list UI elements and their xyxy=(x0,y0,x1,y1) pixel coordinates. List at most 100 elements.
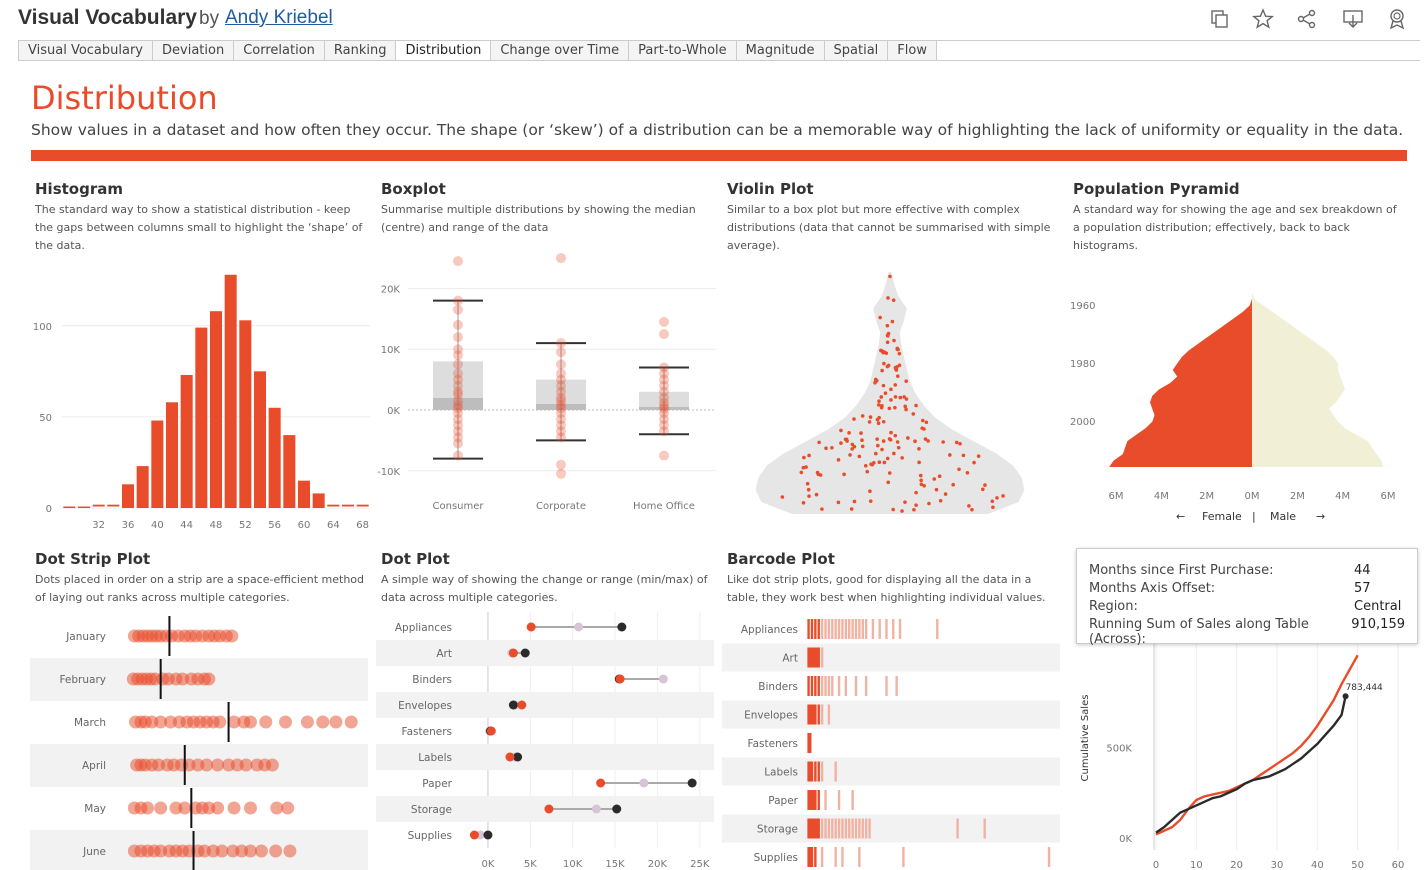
violin-dot xyxy=(957,467,961,472)
violin-dot xyxy=(958,441,962,446)
x-tick-label: 40 xyxy=(1311,860,1324,870)
share-icon[interactable] xyxy=(1296,8,1318,30)
barcode-tick xyxy=(812,818,815,839)
tab-visual-vocabulary[interactable]: Visual Vocabulary xyxy=(18,41,154,60)
boxplot-dot xyxy=(453,319,463,330)
barcode-tick xyxy=(841,847,844,867)
x-tick-label: 60 xyxy=(1392,860,1405,870)
violin-dot xyxy=(891,298,896,303)
copy-icon[interactable] xyxy=(1208,8,1230,30)
violin-dot xyxy=(889,398,893,402)
tab-part-to-whole[interactable]: Part-to-Whole xyxy=(629,41,737,60)
violin-dot xyxy=(883,391,888,396)
tab-spatial[interactable]: Spatial xyxy=(824,41,889,60)
star-icon[interactable] xyxy=(1251,8,1275,30)
row-label: Labels xyxy=(764,767,798,779)
histogram-bar xyxy=(283,435,296,508)
strip-dot xyxy=(265,758,279,772)
barcode-tick xyxy=(861,818,864,839)
tab-flow[interactable]: Flow xyxy=(888,41,937,60)
row-band xyxy=(376,692,714,718)
violin-dot xyxy=(887,437,892,441)
min-dot xyxy=(505,752,515,762)
histogram-desc: The standard way to show a statistical d… xyxy=(35,203,363,252)
badge-icon[interactable] xyxy=(1386,8,1408,30)
legend-male[interactable]: Male xyxy=(1270,510,1297,523)
violin-dot xyxy=(919,482,924,487)
violin-dot xyxy=(824,446,828,450)
tooltip-key: Region: xyxy=(1089,599,1138,614)
row-label: June xyxy=(82,846,106,858)
author-link[interactable]: Andy Kriebel xyxy=(225,7,333,28)
boxplot-dot xyxy=(453,304,463,315)
violin-dot xyxy=(934,487,939,492)
violin-dot xyxy=(877,460,882,465)
row-label: Appliances xyxy=(741,624,798,636)
violin-chart[interactable] xyxy=(730,262,1030,527)
violin-dot xyxy=(868,499,873,503)
barcode-tick xyxy=(851,790,854,810)
accent-rule xyxy=(31,150,1407,161)
barcode-tick xyxy=(814,790,817,810)
violin-dot xyxy=(893,383,898,387)
barcode-tick xyxy=(810,676,814,696)
barcode-tick xyxy=(848,619,851,639)
row-label: Art xyxy=(782,653,798,665)
end-point xyxy=(1342,693,1349,700)
histogram-bar xyxy=(224,274,237,508)
violin-dot xyxy=(850,442,855,447)
barcode-tick xyxy=(902,847,905,867)
y-tick-label: -10K xyxy=(377,467,400,478)
violin-dot xyxy=(948,453,952,457)
row-label: Art xyxy=(436,648,452,660)
boxplot-dot xyxy=(556,432,566,443)
x-tick-label: 25K xyxy=(690,859,710,870)
min-dot xyxy=(469,830,479,840)
boxplot-chart[interactable]: 20K 10K 0K -10K Consumer Corporate Home Office xyxy=(376,252,716,517)
row-label: Supplies xyxy=(754,852,798,864)
barcode-chart[interactable]: Appliances Art Binders Envelopes Fasteners La… xyxy=(722,612,1062,870)
barcode-tick xyxy=(814,847,817,867)
tab-change-over-time[interactable]: Change over Time xyxy=(491,41,630,60)
barcode-tick xyxy=(837,818,841,839)
max-dot xyxy=(617,622,627,632)
barcode-tick xyxy=(837,790,841,810)
violin-shape xyxy=(755,272,1025,514)
y-tick-label: 0K xyxy=(1119,834,1132,845)
row-label: Paper xyxy=(768,795,798,807)
histogram-chart[interactable]: 0 50 100 32 36 40 44 48 52 56 60 64 68 xyxy=(30,262,370,537)
barcode-tick xyxy=(809,647,812,668)
barcode-tick xyxy=(817,790,820,810)
x-tick-label: 64 xyxy=(327,520,340,531)
running-sum-chart[interactable]: 0 10 20 30 40 50 60 0K 500K Cumulative Sales 783,4… xyxy=(1066,548,1421,870)
violin-dot xyxy=(881,439,886,443)
violin-dot xyxy=(868,415,873,419)
strip-dot xyxy=(227,801,241,815)
barcode-desc: Like dot strip plots, good for displayin… xyxy=(727,573,1046,604)
tab-deviation[interactable]: Deviation xyxy=(153,41,235,60)
barcode-tick xyxy=(824,619,827,639)
boxplot-dot xyxy=(556,374,566,385)
strip-dot xyxy=(141,801,155,815)
tab-correlation[interactable]: Correlation xyxy=(234,41,325,60)
x-tick-label: 20K xyxy=(648,859,668,870)
boxplot-dot xyxy=(556,414,566,425)
violin-dot xyxy=(839,428,843,433)
x-tick-label: 48 xyxy=(210,520,223,531)
top-bar: Visual Vocabulary by Andy Kriebel xyxy=(0,0,1428,38)
x-tick-label: 30 xyxy=(1271,860,1284,870)
max-dot xyxy=(612,804,622,814)
tab-ranking[interactable]: Ranking xyxy=(324,41,397,60)
violin-dot xyxy=(880,447,884,452)
dotstrip-chart[interactable]: January February March April May June xyxy=(30,612,370,870)
dotplot-chart[interactable]: 0K 5K 10K 15K 20K 25K Appliances Art Binders Enve… xyxy=(376,612,716,870)
pyramid-chart[interactable]: 1960 1980 2000 6M 4M 2M 0M 2M 4M 6M xyxy=(1066,265,1411,530)
legend-female[interactable]: Female xyxy=(1202,510,1242,523)
pyramid-desc: A standard way for showing the age and s… xyxy=(1073,203,1397,252)
tab-magnitude[interactable]: Magnitude xyxy=(736,41,825,60)
y-tick-label: 50 xyxy=(39,413,52,424)
strip-dot xyxy=(344,715,358,729)
barcode-tick xyxy=(809,733,812,753)
tab-distribution[interactable]: Distribution xyxy=(396,41,492,60)
download-icon[interactable] xyxy=(1342,8,1364,30)
